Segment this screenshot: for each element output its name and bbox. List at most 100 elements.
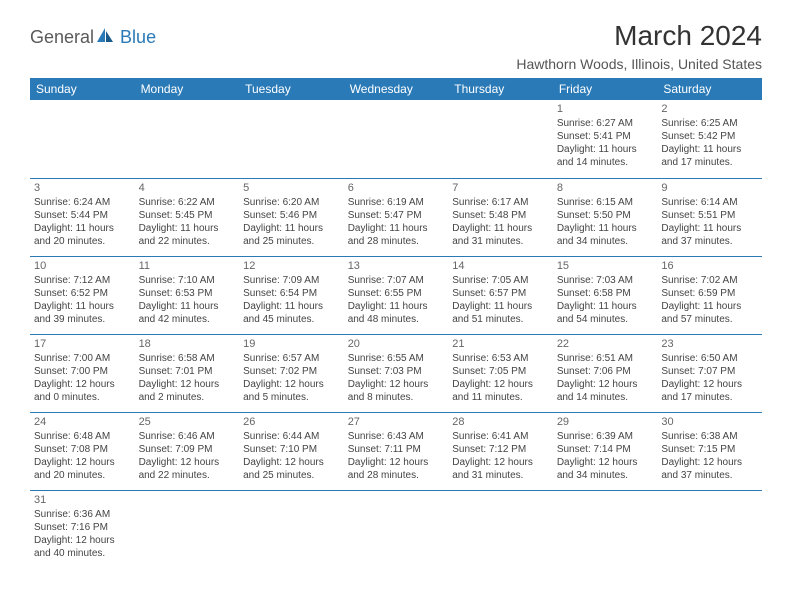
sunset-text: Sunset: 6:55 PM [348, 287, 445, 300]
calendar-cell [344, 100, 449, 178]
sunrise-text: Sunrise: 6:14 AM [661, 196, 758, 209]
calendar-cell: 3Sunrise: 6:24 AMSunset: 5:44 PMDaylight… [30, 178, 135, 256]
calendar-cell [448, 490, 553, 568]
sunrise-text: Sunrise: 6:53 AM [452, 352, 549, 365]
daylight-text: Daylight: 11 hours and 34 minutes. [557, 222, 654, 248]
day-number: 18 [139, 337, 236, 351]
sunset-text: Sunset: 7:01 PM [139, 365, 236, 378]
sunrise-text: Sunrise: 6:50 AM [661, 352, 758, 365]
sunrise-text: Sunrise: 6:25 AM [661, 117, 758, 130]
daylight-text: Daylight: 11 hours and 20 minutes. [34, 222, 131, 248]
calendar-week: 24Sunrise: 6:48 AMSunset: 7:08 PMDayligh… [30, 412, 762, 490]
daylight-text: Daylight: 11 hours and 22 minutes. [139, 222, 236, 248]
daylight-text: Daylight: 12 hours and 11 minutes. [452, 378, 549, 404]
day-number: 16 [661, 259, 758, 273]
calendar-week: 31Sunrise: 6:36 AMSunset: 7:16 PMDayligh… [30, 490, 762, 568]
sunrise-text: Sunrise: 6:44 AM [243, 430, 340, 443]
calendar-cell: 21Sunrise: 6:53 AMSunset: 7:05 PMDayligh… [448, 334, 553, 412]
sunset-text: Sunset: 5:50 PM [557, 209, 654, 222]
day-number: 5 [243, 181, 340, 195]
calendar-cell: 24Sunrise: 6:48 AMSunset: 7:08 PMDayligh… [30, 412, 135, 490]
logo-text-general: General [30, 27, 94, 48]
sunset-text: Sunset: 5:48 PM [452, 209, 549, 222]
sunrise-text: Sunrise: 6:46 AM [139, 430, 236, 443]
daylight-text: Daylight: 11 hours and 54 minutes. [557, 300, 654, 326]
sail-icon [95, 26, 115, 49]
daylight-text: Daylight: 11 hours and 17 minutes. [661, 143, 758, 169]
daylight-text: Daylight: 11 hours and 25 minutes. [243, 222, 340, 248]
sunset-text: Sunset: 7:05 PM [452, 365, 549, 378]
day-number: 7 [452, 181, 549, 195]
daylight-text: Daylight: 11 hours and 39 minutes. [34, 300, 131, 326]
calendar-cell: 6Sunrise: 6:19 AMSunset: 5:47 PMDaylight… [344, 178, 449, 256]
day-number: 4 [139, 181, 236, 195]
sunset-text: Sunset: 7:03 PM [348, 365, 445, 378]
calendar-cell: 10Sunrise: 7:12 AMSunset: 6:52 PMDayligh… [30, 256, 135, 334]
daylight-text: Daylight: 11 hours and 48 minutes. [348, 300, 445, 326]
day-header: Wednesday [344, 78, 449, 100]
sunrise-text: Sunrise: 6:43 AM [348, 430, 445, 443]
daylight-text: Daylight: 12 hours and 22 minutes. [139, 456, 236, 482]
day-number: 24 [34, 415, 131, 429]
sunset-text: Sunset: 7:15 PM [661, 443, 758, 456]
sunset-text: Sunset: 6:52 PM [34, 287, 131, 300]
daylight-text: Daylight: 12 hours and 31 minutes. [452, 456, 549, 482]
sunrise-text: Sunrise: 7:00 AM [34, 352, 131, 365]
calendar-cell [135, 100, 240, 178]
calendar-cell: 9Sunrise: 6:14 AMSunset: 5:51 PMDaylight… [657, 178, 762, 256]
sunset-text: Sunset: 7:10 PM [243, 443, 340, 456]
sunset-text: Sunset: 7:11 PM [348, 443, 445, 456]
calendar-cell [657, 490, 762, 568]
day-number: 31 [34, 493, 131, 507]
location: Hawthorn Woods, Illinois, United States [516, 56, 762, 72]
daylight-text: Daylight: 12 hours and 14 minutes. [557, 378, 654, 404]
day-number: 12 [243, 259, 340, 273]
sunrise-text: Sunrise: 6:57 AM [243, 352, 340, 365]
calendar-cell [135, 490, 240, 568]
daylight-text: Daylight: 12 hours and 2 minutes. [139, 378, 236, 404]
daylight-text: Daylight: 11 hours and 37 minutes. [661, 222, 758, 248]
daylight-text: Daylight: 12 hours and 8 minutes. [348, 378, 445, 404]
calendar-header: SundayMondayTuesdayWednesdayThursdayFrid… [30, 78, 762, 100]
day-number: 15 [557, 259, 654, 273]
calendar-cell: 1Sunrise: 6:27 AMSunset: 5:41 PMDaylight… [553, 100, 658, 178]
daylight-text: Daylight: 11 hours and 42 minutes. [139, 300, 236, 326]
sunrise-text: Sunrise: 7:07 AM [348, 274, 445, 287]
calendar-cell: 30Sunrise: 6:38 AMSunset: 7:15 PMDayligh… [657, 412, 762, 490]
day-number: 20 [348, 337, 445, 351]
daylight-text: Daylight: 11 hours and 51 minutes. [452, 300, 549, 326]
calendar-body: 1Sunrise: 6:27 AMSunset: 5:41 PMDaylight… [30, 100, 762, 568]
daylight-text: Daylight: 12 hours and 17 minutes. [661, 378, 758, 404]
day-number: 9 [661, 181, 758, 195]
sunset-text: Sunset: 6:57 PM [452, 287, 549, 300]
calendar-cell: 29Sunrise: 6:39 AMSunset: 7:14 PMDayligh… [553, 412, 658, 490]
daylight-text: Daylight: 12 hours and 25 minutes. [243, 456, 340, 482]
sunset-text: Sunset: 5:51 PM [661, 209, 758, 222]
logo: General Blue [30, 26, 156, 49]
sunrise-text: Sunrise: 7:09 AM [243, 274, 340, 287]
day-number: 29 [557, 415, 654, 429]
calendar-table: SundayMondayTuesdayWednesdayThursdayFrid… [30, 78, 762, 568]
day-number: 13 [348, 259, 445, 273]
daylight-text: Daylight: 12 hours and 34 minutes. [557, 456, 654, 482]
sunrise-text: Sunrise: 6:55 AM [348, 352, 445, 365]
daylight-text: Daylight: 11 hours and 14 minutes. [557, 143, 654, 169]
day-number: 22 [557, 337, 654, 351]
sunset-text: Sunset: 6:58 PM [557, 287, 654, 300]
sunset-text: Sunset: 7:08 PM [34, 443, 131, 456]
day-number: 23 [661, 337, 758, 351]
sunrise-text: Sunrise: 6:19 AM [348, 196, 445, 209]
calendar-cell: 11Sunrise: 7:10 AMSunset: 6:53 PMDayligh… [135, 256, 240, 334]
sunrise-text: Sunrise: 6:27 AM [557, 117, 654, 130]
day-number: 8 [557, 181, 654, 195]
sunset-text: Sunset: 5:47 PM [348, 209, 445, 222]
sunset-text: Sunset: 7:12 PM [452, 443, 549, 456]
daylight-text: Daylight: 12 hours and 28 minutes. [348, 456, 445, 482]
daylight-text: Daylight: 11 hours and 57 minutes. [661, 300, 758, 326]
calendar-cell: 28Sunrise: 6:41 AMSunset: 7:12 PMDayligh… [448, 412, 553, 490]
logo-text-blue: Blue [120, 27, 156, 48]
calendar-cell: 26Sunrise: 6:44 AMSunset: 7:10 PMDayligh… [239, 412, 344, 490]
sunset-text: Sunset: 7:16 PM [34, 521, 131, 534]
calendar-cell: 20Sunrise: 6:55 AMSunset: 7:03 PMDayligh… [344, 334, 449, 412]
calendar-cell: 5Sunrise: 6:20 AMSunset: 5:46 PMDaylight… [239, 178, 344, 256]
